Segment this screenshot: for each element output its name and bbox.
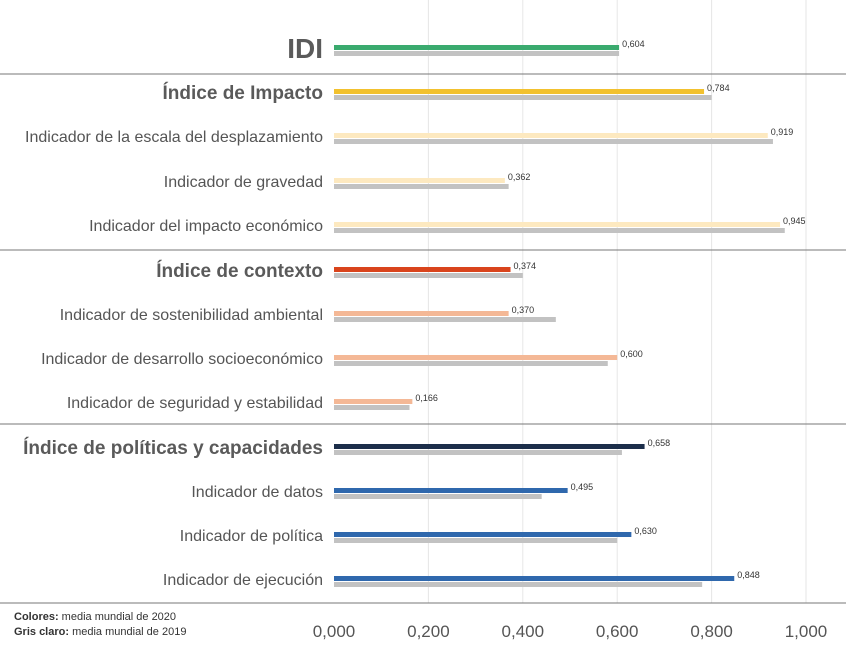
- row-labels: IDI Índice de Impacto Indicador de la esca…: [23, 33, 323, 589]
- legend-gray-key: Gris claro:: [14, 626, 70, 638]
- value-label: 0,600: [620, 349, 643, 359]
- legend-colors-key: Colores:: [14, 611, 59, 623]
- legend-colors-text: media mundial de 2020: [58, 611, 177, 623]
- bar-2020: [334, 89, 705, 94]
- legend-gray-text: media mundial de 2019: [69, 626, 187, 638]
- bar-2020: [334, 267, 511, 272]
- value-label: 0,166: [415, 393, 438, 403]
- x-axis-ticks: 0,000 0,200 0,400 0,600 0,800 1,000: [313, 622, 828, 641]
- legend-colors: Colores: media mundial de 2020: [14, 611, 176, 623]
- bar-2019: [334, 538, 618, 543]
- bar-2019: [334, 139, 773, 144]
- bar-2019: [334, 405, 410, 410]
- bar-2020: [334, 133, 768, 138]
- row-label: Índice de contexto: [156, 260, 323, 282]
- bar-2020: [334, 45, 620, 50]
- bar-2019: [334, 228, 785, 233]
- bar-2019: [334, 450, 622, 455]
- value-label: 0,374: [514, 261, 537, 271]
- bars: 0,604 0,784 0,919 0,362 0,945 0,374 0,370 0,600…: [334, 39, 806, 587]
- row-label: Indicador del impacto económico: [89, 218, 323, 235]
- value-label: 0,848: [737, 570, 760, 580]
- value-label: 0,945: [783, 216, 806, 226]
- bar-2019: [334, 95, 712, 100]
- row-label: Indicador de la escala del desplazamient…: [25, 129, 323, 146]
- row-label: Indicador de política: [180, 528, 323, 545]
- bar-2019: [334, 582, 703, 587]
- x-tick-label: 1,000: [785, 622, 828, 641]
- bar-2019: [334, 317, 556, 322]
- value-label: 0,919: [771, 127, 794, 137]
- value-label: 0,370: [512, 305, 535, 315]
- value-label: 0,604: [622, 39, 645, 49]
- value-label: 0,784: [707, 83, 730, 93]
- bar-2019: [334, 51, 620, 56]
- bar-2020: [334, 399, 413, 404]
- row-label: Indicador de desarrollo socioeconómico: [41, 351, 323, 368]
- bar-2020: [334, 488, 568, 493]
- value-label: 0,658: [648, 438, 671, 448]
- value-label: 0,362: [508, 172, 531, 182]
- row-label: Índice de políticas y capacidades: [23, 437, 323, 459]
- row-label: Indicador de ejecución: [163, 572, 323, 589]
- row-label: Indicador de sostenibilidad ambiental: [60, 307, 323, 324]
- bar-2019: [334, 494, 542, 499]
- x-tick-label: 0,200: [407, 622, 450, 641]
- row-label: Indicador de gravedad: [164, 174, 323, 191]
- bar-2019: [334, 273, 523, 278]
- section-dividers: [0, 73, 846, 604]
- value-label: 0,630: [634, 526, 657, 536]
- bar-2019: [334, 361, 608, 366]
- x-tick-label: 0,800: [690, 622, 733, 641]
- bar-2020: [334, 222, 781, 227]
- x-tick-label: 0,600: [596, 622, 639, 641]
- bar-2020: [334, 576, 735, 581]
- legend-gray: Gris claro: media mundial de 2019: [14, 626, 186, 638]
- row-label: Indicador de seguridad y estabilidad: [67, 395, 323, 412]
- bar-2020: [334, 444, 645, 449]
- value-label: 0,495: [571, 482, 594, 492]
- row-label: Índice de Impacto: [163, 82, 323, 104]
- bar-2020: [334, 355, 618, 360]
- x-tick-label: 0,400: [502, 622, 545, 641]
- bar-2020: [334, 178, 505, 183]
- gridlines: [427, 0, 807, 603]
- bar-2020: [334, 532, 632, 537]
- bar-2019: [334, 184, 509, 189]
- row-label: IDI: [287, 33, 323, 64]
- row-label: Indicador de datos: [191, 484, 323, 501]
- x-tick-label: 0,000: [313, 622, 356, 641]
- bar-2020: [334, 311, 509, 316]
